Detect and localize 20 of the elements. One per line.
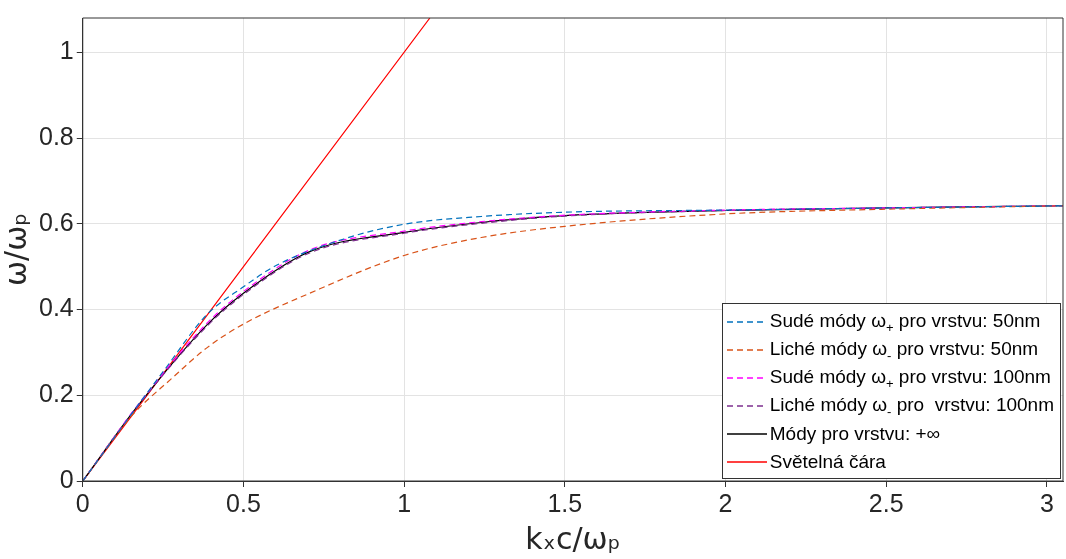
x-tick-label: 1.5 [547,488,583,517]
y-tick-label: 0.8 [38,121,74,150]
x-tick-label: 3 [1039,488,1054,517]
y-tick-label: 0.6 [38,207,74,236]
x-tick-label: 0.5 [226,488,261,517]
legend-label: Liché módy ω$_{-}$ pro vrstvu: 50nm [769,337,1039,363]
y-tick-label: 1 [59,36,74,65]
legend-label: Světelná čára [769,451,886,473]
x-tick-label: 1 [397,488,412,517]
legend-label: Liché módy ω$_{-}$ pro vrstvu: 100nm [769,393,1054,419]
y-tick-label: 0.2 [38,379,74,408]
legend-label: Módy pro vrstvu: +∞ [769,423,941,445]
x-tick-label: 2 [718,488,733,517]
legend-label: Sudé módy ω$_{+}$ pro vrstvu: 50nm [769,309,1041,335]
y-tick-label: 0.4 [38,293,74,322]
y-axis-title: ω/ωₚ [0,212,33,287]
x-axis-title: kₓc/ωₚ [525,520,621,556]
y-tick-label: 0 [59,464,74,493]
legend-label: Sudé módy ω$_{+}$ pro vrstvu: 100nm [769,365,1051,391]
x-tick-label: 2.5 [868,488,904,517]
